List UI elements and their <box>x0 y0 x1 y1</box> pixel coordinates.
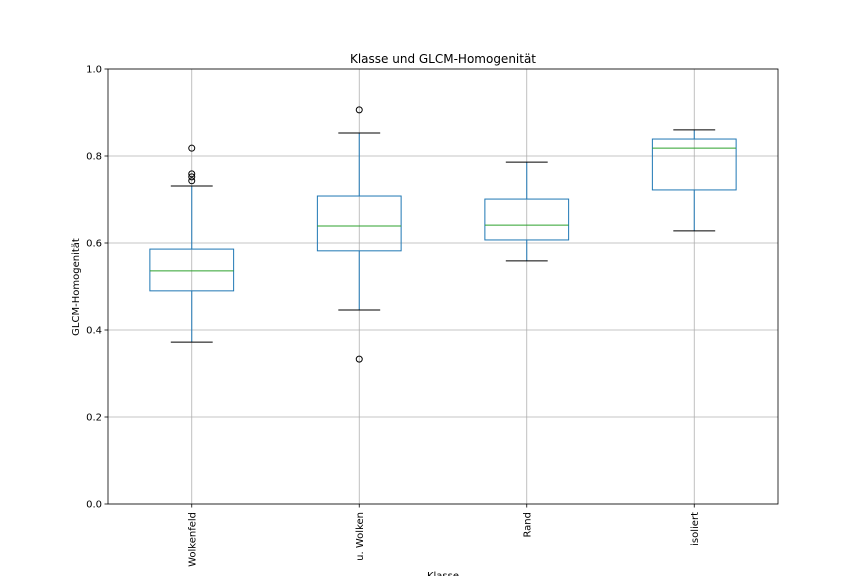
chart-title: Klasse und GLCM-Homogenität <box>350 52 536 66</box>
x-tick-label: isoliert <box>690 512 701 546</box>
x-tick-label: Rand <box>522 512 533 538</box>
plot-frame <box>107 68 779 505</box>
x-axis-label: Klasse <box>427 571 459 576</box>
outlier <box>188 177 196 185</box>
box <box>484 198 570 241</box>
box <box>651 138 737 191</box>
x-tick-label: u. Wolken <box>355 512 366 561</box>
y-tick-label: 0.4 <box>86 326 102 337</box>
y-tick-label: 0.0 <box>86 500 102 511</box>
x-tick-label: Wolkenfeld <box>187 512 198 567</box>
y-tick-label: 1.0 <box>86 65 102 76</box>
y-tick-label: 0.2 <box>86 413 102 424</box>
outlier <box>355 355 363 363</box>
y-axis-label: GLCM-Homogenität <box>71 238 82 336</box>
outlier <box>188 144 196 152</box>
outlier <box>355 106 363 114</box>
box <box>149 248 235 292</box>
y-tick-label: 0.6 <box>86 239 102 250</box>
outlier <box>188 173 196 181</box>
box <box>316 195 402 252</box>
outlier <box>188 170 196 178</box>
y-tick-label: 0.8 <box>86 152 102 163</box>
